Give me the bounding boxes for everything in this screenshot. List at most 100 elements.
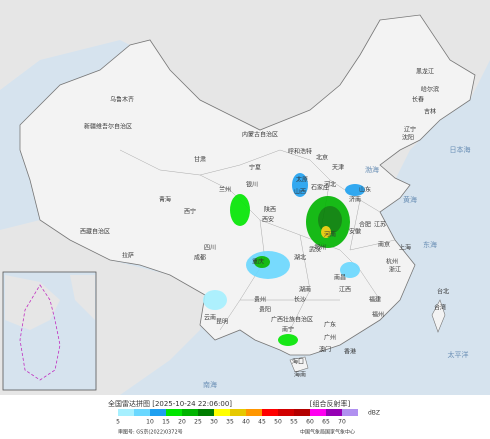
place-label: 香港 bbox=[344, 348, 356, 356]
place-label: 海南 bbox=[294, 371, 306, 379]
place-label: 合肥 bbox=[359, 221, 371, 229]
place-label: 山西 bbox=[294, 188, 306, 196]
sea-label: 南海 bbox=[203, 380, 217, 389]
place-label: 武汉 bbox=[309, 246, 321, 254]
legend-tick: 45 bbox=[258, 419, 266, 426]
place-label: 呼和浩特 bbox=[288, 148, 312, 156]
issuer: 中国气象局国家气象中心 bbox=[300, 429, 355, 436]
place-label: 贵阳 bbox=[259, 306, 271, 314]
legend-tick: 70 bbox=[338, 419, 346, 426]
place-label: 河北 bbox=[324, 181, 336, 189]
legend-swatch bbox=[278, 409, 294, 416]
place-label: 昆明 bbox=[216, 319, 228, 326]
legend-tick: 20 bbox=[178, 419, 186, 426]
place-label: 重庆 bbox=[252, 258, 264, 266]
legend-swatch bbox=[294, 409, 310, 416]
legend-product: [组合反射率] bbox=[310, 399, 351, 408]
place-label: 江西 bbox=[339, 287, 351, 294]
place-label: 陕西 bbox=[264, 206, 276, 214]
place-label: 宁夏 bbox=[249, 164, 261, 172]
place-label: 海口 bbox=[292, 358, 304, 366]
legend-swatch bbox=[262, 409, 278, 416]
legend-swatch bbox=[342, 409, 358, 416]
legend-swatch bbox=[182, 409, 198, 416]
place-label: 山东 bbox=[359, 186, 371, 194]
place-label: 四川 bbox=[204, 245, 216, 252]
place-label: 内蒙古自治区 bbox=[242, 131, 278, 139]
place-label: 太原 bbox=[296, 176, 308, 184]
place-label: 乌鲁木齐 bbox=[110, 96, 134, 104]
place-label: 黑龙江 bbox=[416, 68, 434, 76]
place-label: 福州 bbox=[372, 311, 384, 319]
place-label: 云南 bbox=[204, 314, 216, 322]
legend-swatch bbox=[134, 409, 150, 416]
place-label: 银川 bbox=[246, 181, 258, 189]
sea-label: 黄海 bbox=[403, 195, 417, 204]
place-label: 台北 bbox=[437, 288, 449, 296]
legend-tick: 30 bbox=[210, 419, 218, 426]
place-label: 西宁 bbox=[184, 208, 196, 216]
sea-label: 日本海 bbox=[450, 145, 471, 154]
place-label: 北京 bbox=[316, 154, 328, 162]
review-number: 审图号: GS京(2022)0372号 bbox=[118, 429, 183, 436]
legend-swatch bbox=[118, 409, 134, 416]
inset-land bbox=[5, 275, 95, 330]
place-label: 广州 bbox=[324, 334, 336, 342]
legend-swatch bbox=[246, 409, 262, 416]
place-label: 西安 bbox=[262, 216, 274, 224]
sea-label: 太平洋 bbox=[448, 350, 469, 359]
place-label: 甘肃 bbox=[194, 156, 206, 164]
place-label: 兰州 bbox=[219, 186, 231, 194]
place-label: 吉林 bbox=[424, 108, 436, 116]
china-outline bbox=[19, 14, 476, 356]
place-label: 江苏 bbox=[374, 221, 386, 229]
place-label: 澳门 bbox=[319, 346, 331, 354]
place-label: 哈尔滨 bbox=[421, 86, 439, 94]
legend-swatch bbox=[150, 409, 166, 416]
place-label: 湖北 bbox=[294, 254, 306, 262]
legend-swatch bbox=[326, 409, 342, 416]
place-label: 河南 bbox=[324, 231, 336, 239]
place-label: 青海 bbox=[159, 196, 171, 204]
legend-tick: 15 bbox=[162, 419, 170, 426]
legend-tick: 5 bbox=[116, 419, 120, 426]
place-label: 南宁 bbox=[282, 326, 294, 334]
legend-bar bbox=[0, 395, 490, 439]
place-label: 南昌 bbox=[334, 274, 346, 282]
place-label: 台湾 bbox=[434, 304, 446, 312]
place-label: 浙江 bbox=[389, 266, 401, 274]
place-label: 湖南 bbox=[299, 286, 311, 294]
legend-tick: 65 bbox=[322, 419, 330, 426]
place-label: 西藏自治区 bbox=[80, 228, 110, 236]
place-label: 沈阳 bbox=[402, 134, 414, 142]
legend-title: 全国雷达拼图 [2025-10-24 22:06:00] bbox=[108, 399, 232, 408]
legend-tick: 50 bbox=[274, 419, 282, 426]
legend-tick: 10 bbox=[146, 419, 154, 426]
place-label: 广东 bbox=[324, 321, 336, 329]
legend-unit: dBZ bbox=[368, 410, 380, 417]
place-label: 福建 bbox=[369, 296, 381, 304]
inset-boundary bbox=[19, 284, 61, 381]
place-label: 拉萨 bbox=[122, 252, 134, 260]
place-label: 石家庄 bbox=[311, 184, 329, 192]
place-label: 上海 bbox=[399, 244, 411, 252]
place-label: 安徽 bbox=[349, 228, 361, 236]
legend-tick: 40 bbox=[242, 419, 250, 426]
radar-echoes bbox=[203, 173, 365, 346]
legend-swatch bbox=[214, 409, 230, 416]
place-label: 贵州 bbox=[254, 296, 266, 304]
place-label: 长沙 bbox=[294, 296, 306, 304]
legend-swatch bbox=[166, 409, 182, 416]
sea-label: 东海 bbox=[423, 240, 437, 249]
sea-label: 渤海 bbox=[365, 165, 379, 174]
legend-tick: 35 bbox=[226, 419, 234, 426]
place-label: 杭州 bbox=[386, 258, 398, 266]
place-label: 新疆维吾尔自治区 bbox=[84, 123, 132, 131]
place-label: 郑州 bbox=[314, 244, 326, 252]
legend-tick: 60 bbox=[306, 419, 314, 426]
place-label: 天津 bbox=[332, 165, 344, 172]
place-label: 成都 bbox=[194, 254, 206, 262]
place-label: 济南 bbox=[349, 196, 361, 204]
legend-swatch bbox=[230, 409, 246, 416]
